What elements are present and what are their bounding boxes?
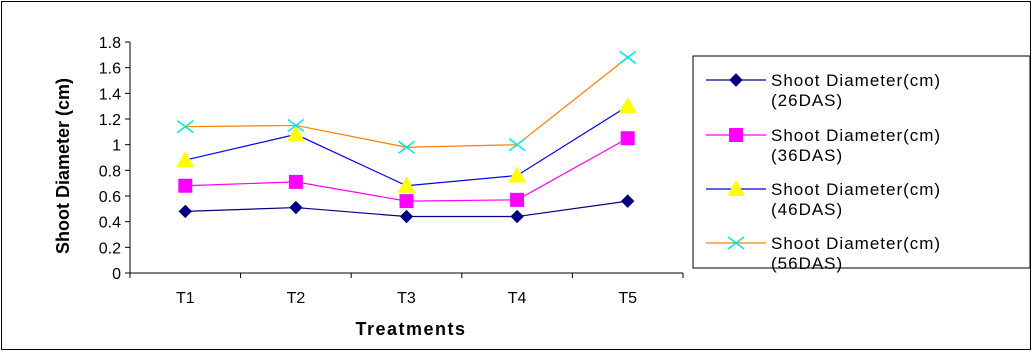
series-line-3 xyxy=(185,105,629,187)
data-point-triangle xyxy=(618,97,637,114)
data-point-diamond xyxy=(178,204,193,219)
data-point-square xyxy=(178,178,193,193)
x-tick-label: T2 xyxy=(287,290,306,307)
x-axis-label: Treatments xyxy=(355,319,466,339)
data-point-diamond xyxy=(510,209,524,224)
data-point-square xyxy=(399,194,414,209)
data-point-square xyxy=(620,131,635,146)
data-point-diamond xyxy=(620,194,635,208)
data-point-x-stroke xyxy=(287,118,305,133)
data-point-triangle xyxy=(176,151,195,168)
legend-box xyxy=(692,55,1031,269)
y-tick-label: 0.4 xyxy=(99,215,121,232)
legend-label: (36DAS) xyxy=(771,146,843,165)
x-tick-label: T3 xyxy=(397,290,416,307)
data-point-x-stroke xyxy=(727,236,745,250)
legend-label: Shoot Diameter(cm) xyxy=(771,234,941,253)
data-point-x-stroke xyxy=(176,120,194,134)
legend-label: Shoot Diameter(cm) xyxy=(771,180,941,199)
y-tick-label: 0.2 xyxy=(99,240,121,257)
plot-area: 0 0.2 0.4 0.6 0.8 1 1.2 1.4 1.6 1.8 T1 T2 T3 T4 T5 xyxy=(99,35,684,307)
data-point-square xyxy=(288,174,303,189)
x-tick-label: T4 xyxy=(508,290,527,307)
data-point-triangle xyxy=(508,166,527,183)
y-tick-label: 0.6 xyxy=(99,189,121,206)
data-point-x xyxy=(727,236,745,250)
legend-label: (56DAS) xyxy=(771,254,843,273)
data-point-triangle xyxy=(397,176,416,193)
legend-label: Shoot Diameter(cm) xyxy=(771,71,941,90)
data-point-x xyxy=(398,140,415,154)
series-line-4 xyxy=(185,56,629,148)
data-point-x xyxy=(176,120,194,134)
legend-label: Shoot Diameter(cm) xyxy=(771,126,941,145)
data-point-triangle xyxy=(727,180,745,196)
legend: Shoot Diameter(cm)(26DAS)Shoot Diameter(… xyxy=(692,55,1031,273)
y-tick-label: 1.2 xyxy=(99,112,121,129)
y-tick-label: 1 xyxy=(112,138,121,155)
y-tick-label: 1.4 xyxy=(99,86,121,103)
x-tick-label: T1 xyxy=(176,290,195,307)
data-point-square xyxy=(510,192,525,207)
data-point-diamond xyxy=(399,209,414,224)
y-tick-label: 0.8 xyxy=(99,163,121,180)
y-axis-label: Shoot Diameter (cm) xyxy=(53,78,73,254)
y-tick-label: 1.6 xyxy=(99,61,121,78)
x-tick-label: T5 xyxy=(618,290,637,307)
data-point-x xyxy=(508,138,526,152)
data-point-x-stroke xyxy=(619,50,637,65)
y-tick-label: 1.8 xyxy=(99,35,121,52)
data-point-x xyxy=(287,118,305,133)
data-point-x xyxy=(619,50,637,65)
data-point-triangle xyxy=(286,125,305,142)
legend-label: (26DAS) xyxy=(771,91,843,110)
legend-label: (46DAS) xyxy=(771,200,843,219)
data-point-diamond xyxy=(289,200,303,215)
y-tick-label: 0 xyxy=(112,266,121,283)
data-point-square xyxy=(729,128,743,142)
data-point-x-stroke xyxy=(508,138,526,152)
data-point-x-stroke xyxy=(398,140,415,154)
data-point-diamond xyxy=(729,73,743,87)
